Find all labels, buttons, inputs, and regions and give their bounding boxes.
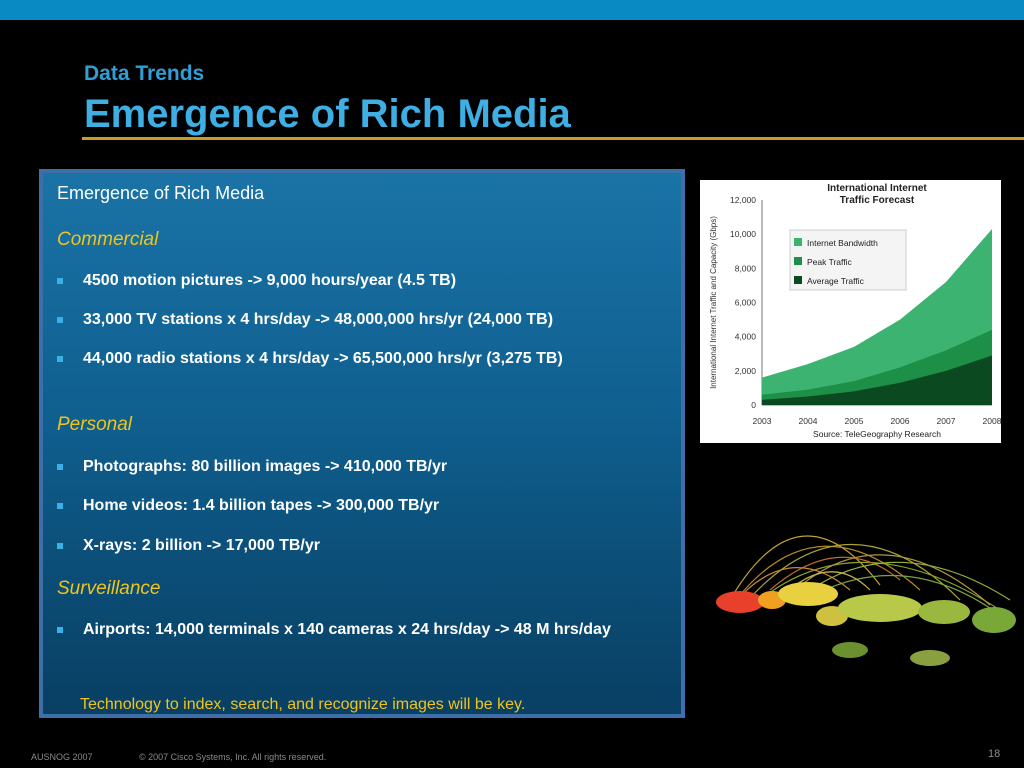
section-label-surveillance: Surveillance [57, 578, 161, 599]
footer-copyright: © 2007 Cisco Systems, Inc. All rights re… [139, 752, 327, 762]
content-panel: Emergence of Rich Media Commercial 4500 … [39, 169, 685, 718]
y-axis-label: International Internet Traffic and Capac… [709, 216, 718, 389]
list-item: Home videos: 1.4 billion tapes -> 300,00… [57, 495, 677, 517]
list-item: 44,000 radio stations x 4 hrs/day -> 65,… [57, 348, 677, 370]
list-item: 33,000 TV stations x 4 hrs/day -> 48,000… [57, 309, 677, 331]
bullet-square-icon [57, 278, 63, 284]
title-underline [82, 137, 1024, 140]
slide-subtitle: Data Trends [84, 62, 205, 85]
section-label-personal: Personal [57, 414, 132, 435]
panel-heading: Emergence of Rich Media [57, 183, 265, 203]
list-item: Airports: 14,000 terminals x 140 cameras… [57, 619, 677, 641]
x-tick-label: 2003 [753, 416, 772, 426]
y-tick-label: 2,000 [735, 366, 757, 376]
x-tick-label: 2006 [891, 416, 910, 426]
traffic-forecast-chart: International Internet Traffic Forecast In… [700, 180, 1002, 443]
series-area [762, 355, 992, 405]
y-tick-label: 12,000 [730, 195, 756, 205]
page-number: 18 [988, 748, 1001, 760]
y-tick-label: 6,000 [735, 298, 757, 308]
y-tick-label: 10,000 [730, 229, 756, 239]
continents [716, 582, 1016, 666]
x-tick-label: 2008 [983, 416, 1001, 426]
x-tick-label: 2004 [799, 416, 818, 426]
bullet-square-icon [57, 627, 63, 633]
footer-event: AUSNOG 2007 [31, 752, 93, 762]
legend-label: Peak Traffic [807, 257, 852, 267]
x-tick-label: 2005 [845, 416, 864, 426]
panel-footnote: Technology to index, search, and recogni… [80, 696, 526, 713]
y-tick-label: 0 [751, 400, 756, 410]
chart-canvas: International Internet Traffic Forecast In… [709, 183, 1002, 439]
x-tick-label: 2007 [937, 416, 956, 426]
y-tick-label: 4,000 [735, 332, 757, 342]
bullet-square-icon [57, 464, 63, 470]
bullet-square-icon [57, 543, 63, 549]
bullet-square-icon [57, 317, 63, 323]
legend-label: Internet Bandwidth [807, 238, 878, 248]
section-label-commercial: Commercial [57, 229, 159, 250]
bullet-square-icon [57, 356, 63, 362]
chart-legend [789, 229, 907, 291]
y-tick-label: 8,000 [735, 263, 757, 273]
chart-title: International Internet Traffic Forecast [827, 183, 927, 206]
legend-swatch [794, 276, 802, 284]
slide-title: Emergence of Rich Media [84, 92, 571, 136]
world-traffic-visualization [716, 535, 1016, 666]
legend-swatch [794, 257, 802, 265]
bullet-square-icon [57, 503, 63, 509]
legend-swatch [794, 238, 802, 246]
top-accent-bar [0, 0, 1024, 20]
list-item: 4500 motion pictures -> 9,000 hours/year… [57, 270, 677, 292]
chart-source: Source: TeleGeography Research [813, 429, 941, 439]
legend-label: Average Traffic [807, 276, 865, 286]
list-item: X-rays: 2 billion -> 17,000 TB/yr [57, 535, 677, 557]
list-item: Photographs: 80 billion images -> 410,00… [57, 456, 677, 478]
